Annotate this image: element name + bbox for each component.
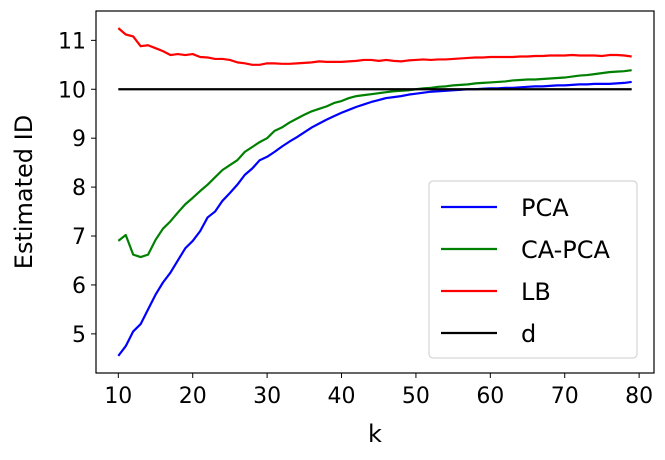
legend-box: [428, 180, 638, 359]
x-tick-label: 20: [179, 384, 207, 409]
series-line-lb: [117, 27, 632, 66]
x-tick-label: 80: [625, 384, 653, 409]
plot-lines: [117, 27, 632, 357]
y-tick-label: 9: [72, 127, 86, 152]
x-axis: 10 20 30 40 50 60 70 80: [104, 373, 653, 409]
y-axis-label: Estimated ID: [10, 115, 38, 269]
x-tick-label: 50: [402, 384, 430, 409]
legend-label-ca-pca: CA-PCA: [521, 236, 611, 264]
x-tick-label: 10: [104, 384, 132, 409]
x-tick-label: 40: [328, 384, 356, 409]
legend-label-lb: LB: [521, 278, 551, 306]
y-tick-label: 8: [72, 176, 86, 201]
y-tick-label: 10: [58, 78, 86, 103]
y-tick-label: 5: [72, 323, 86, 348]
legend-label-pca: PCA: [521, 194, 569, 222]
series-line-pca: [117, 80, 632, 357]
y-tick-label: 11: [58, 29, 86, 54]
y-axis: 5 6 7 8 9 10 11: [58, 29, 96, 348]
plot-frame: [95, 10, 655, 374]
x-tick-label: 70: [551, 384, 579, 409]
y-tick-label: 6: [72, 274, 86, 299]
x-tick-label: 60: [476, 384, 504, 409]
series-line-ca-pca: [117, 69, 632, 259]
x-axis-label: k: [368, 420, 382, 448]
y-tick-label: 7: [72, 225, 86, 250]
x-tick-label: 30: [253, 384, 281, 409]
legend-label-d: d: [521, 320, 536, 348]
legend: PCA CA-PCA LB d: [428, 180, 638, 359]
